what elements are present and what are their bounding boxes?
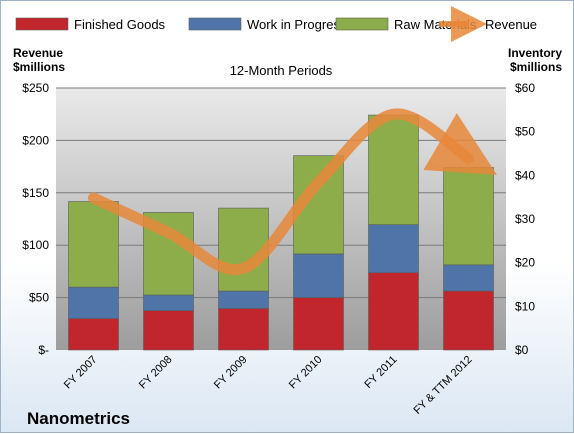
left-tick-label: $- (38, 343, 49, 357)
left-axis-label-line2: $millions (13, 60, 65, 74)
bar-raw-materials (368, 114, 419, 225)
bar-finished-goods (368, 272, 419, 351)
bar-finished-goods (443, 290, 494, 351)
bar-work-in-progress (293, 253, 344, 298)
category-label: FY 2010 (287, 354, 325, 392)
legend-label: Finished Goods (74, 17, 166, 32)
bar-work-in-progress (443, 264, 494, 292)
bar-finished-goods (68, 318, 119, 351)
left-tick-label: $150 (22, 186, 49, 200)
left-tick-label: $200 (22, 133, 49, 147)
right-tick-label: $30 (515, 212, 535, 226)
category-label: FY 2009 (212, 354, 250, 392)
right-tick-label: $40 (515, 168, 535, 182)
bar-raw-materials (143, 212, 194, 296)
right-tick-label: $20 (515, 256, 535, 270)
company-name: Nanometrics (27, 409, 130, 428)
right-tick-label: $0 (515, 343, 529, 357)
bar-finished-goods (218, 308, 269, 351)
bar-finished-goods (293, 297, 344, 351)
bar-work-in-progress (368, 224, 419, 274)
bar-work-in-progress (68, 286, 119, 319)
category-label: FY 2007 (62, 354, 100, 392)
left-tick-label: $50 (29, 291, 49, 305)
right-tick-label: $10 (515, 299, 535, 313)
legend-swatch-finished-goods (15, 17, 69, 31)
category-label: FY & TTM 2012 (412, 354, 475, 417)
chart-title: 12-Month Periods (230, 63, 333, 78)
bar-work-in-progress (143, 294, 194, 312)
category-label: FY 2008 (137, 354, 175, 392)
category-label: FY 2011 (362, 354, 399, 391)
left-axis-label-line1: Revenue (13, 46, 63, 60)
bar-work-in-progress (218, 290, 269, 309)
bar-raw-materials (443, 167, 494, 266)
revenue-line (88, 108, 497, 276)
bar-finished-goods (143, 310, 194, 351)
legend-label: Revenue (485, 17, 537, 32)
right-tick-label: $60 (515, 81, 535, 95)
left-tick-label: $250 (22, 81, 49, 95)
right-tick-label: $50 (515, 125, 535, 139)
legend-swatch-work-in-progress (188, 17, 242, 31)
left-tick-label: $100 (22, 238, 49, 252)
right-axis-label-line2: $millions (510, 60, 562, 74)
bar-raw-materials (68, 201, 119, 288)
legend-swatch-raw-materials (335, 17, 389, 31)
right-axis-label-line1: Inventory (508, 46, 562, 60)
legend-label: Work in Progress (247, 17, 347, 32)
